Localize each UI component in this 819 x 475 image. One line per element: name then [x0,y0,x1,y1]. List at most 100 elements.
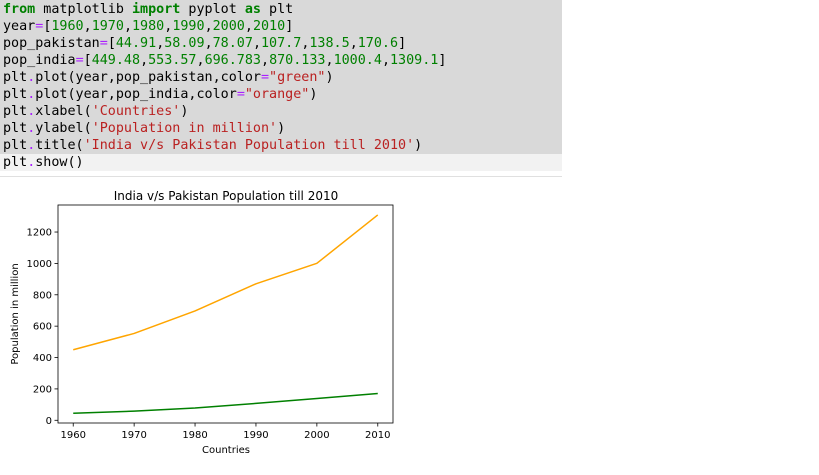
code-token: plot [35,70,68,85]
code-token: = [75,53,84,68]
code-token: 2010 [252,19,286,34]
code-token: ) [325,70,334,85]
code-token: 1970 [91,19,124,34]
code-token: ) [414,138,423,153]
code-token: [ [43,19,52,34]
code-line[interactable]: pop_pakistan=[44.91,58.09,78.07,107.7,13… [3,35,446,52]
code-token: (year,pop_india,color [67,87,237,102]
x-axis: 1960 1970 1980 1990 2000 2010 [61,423,390,441]
code-token: 696.783 [204,53,261,68]
code-token: , [196,53,205,68]
code-token: pop_india [3,53,76,68]
code-line[interactable]: plt.show() [3,154,446,171]
y-tick-label: 800 [33,290,52,301]
code-token: , [204,36,213,51]
code-token: , [252,36,261,51]
code-token: 58.09 [164,36,205,51]
code-token: from [3,2,36,17]
code-token: pyplot [180,2,245,17]
code-token: plt [3,87,28,102]
code-line[interactable]: year=[1960,1970,1980,1990,2000,2010] [3,18,446,35]
code-token: ] [398,36,407,51]
chart-title: India v/s Pakistan Population till 2010 [114,189,338,203]
code-editor-area[interactable] [0,0,562,154]
y-tick-label: 1000 [27,259,52,270]
code-token: , [325,53,334,68]
code-token: , [204,19,213,34]
y-axis-label: Population in million [10,263,21,364]
code-text[interactable]: from matplotlib import pyplot as plt year… [3,1,446,171]
code-token: 1309.1 [390,53,439,68]
x-tick-label: 1960 [61,430,86,441]
code-token: = [260,70,270,85]
code-token: , [123,19,132,34]
y-tick-label: 600 [33,322,52,333]
code-token: = [99,36,108,51]
code-token: plt [3,104,28,119]
code-line[interactable]: from matplotlib import pyplot as plt [3,1,446,18]
line-chart: India v/s Pakistan Population till 2010 … [10,189,394,456]
code-token: "green" [269,70,326,85]
code-token: year [3,19,36,34]
series-line-orange [73,214,379,351]
code-line[interactable]: plt.xlabel('Countries') [3,103,446,120]
code-token: 'India v/s Pakistan Population till 2010… [83,138,415,153]
plot-area [57,204,394,424]
code-token: ] [438,53,447,68]
code-token: 138.5 [309,36,350,51]
code-token: plt [3,121,28,136]
code-token: 2000 [212,19,245,34]
code-token: 'Population in million' [91,121,278,136]
code-token: (year,pop_pakistan,color [67,70,261,85]
y-tick-label: 0 [46,416,52,427]
x-tick-label: 1980 [182,430,207,441]
code-line[interactable]: plt.plot(year,pop_pakistan,color="green"… [3,69,446,86]
code-token: plt [3,155,28,170]
x-tick-label: 1970 [121,430,146,441]
code-line[interactable]: plt.ylabel('Population in million') [3,120,446,137]
code-token: plt [3,138,28,153]
code-token: ] [285,19,294,34]
code-token: . [27,121,36,136]
code-token: pop_pakistan [3,36,100,51]
code-token: , [164,19,173,34]
code-token: 44.91 [115,36,157,51]
code-token: 107.7 [261,36,302,51]
code-token: matplotlib [35,2,132,17]
code-token: import [132,2,181,17]
x-tick-label: 2000 [304,430,329,441]
code-line[interactable]: plt.title('India v/s Pakistan Population… [3,137,446,154]
code-token: ) [277,121,286,136]
y-tick-label: 1200 [27,228,52,239]
code-token: 1960 [51,19,84,34]
cell-output: India v/s Pakistan Population till 2010 … [0,180,420,471]
x-tick-label: 2010 [365,430,390,441]
code-cell[interactable]: from matplotlib import pyplot as plt year… [0,0,562,176]
code-current-line[interactable] [0,154,562,171]
code-token: plt [3,70,28,85]
code-token: , [301,36,310,51]
code-token: xlabel( [35,104,92,119]
code-line[interactable]: plt.plot(year,pop_india,color="orange") [3,86,446,103]
code-token: 170.6 [357,36,399,51]
code-line[interactable]: pop_india=[449.48,553.57,696.783,870.133… [3,52,446,69]
code-token: plt [261,2,294,17]
code-token: 553.57 [148,53,197,68]
code-token: 870.133 [269,53,326,68]
code-token: 449.48 [91,53,141,68]
x-tick-label: 1990 [243,430,268,441]
code-token: ylabel( [35,121,92,136]
series-line-green [73,392,378,414]
code-token: , [156,36,165,51]
code-token: 78.07 [212,36,253,51]
code-token: . [27,70,36,85]
code-token: ) [180,104,189,119]
y-tick-label: 400 [33,353,52,364]
cell-divider [0,176,562,177]
x-axis-label: Countries [202,445,250,456]
code-token: , [83,19,92,34]
code-token: . [27,87,36,102]
y-tick-label: 200 [33,384,52,395]
code-token: [ [107,36,116,51]
code-token: , [381,53,390,68]
